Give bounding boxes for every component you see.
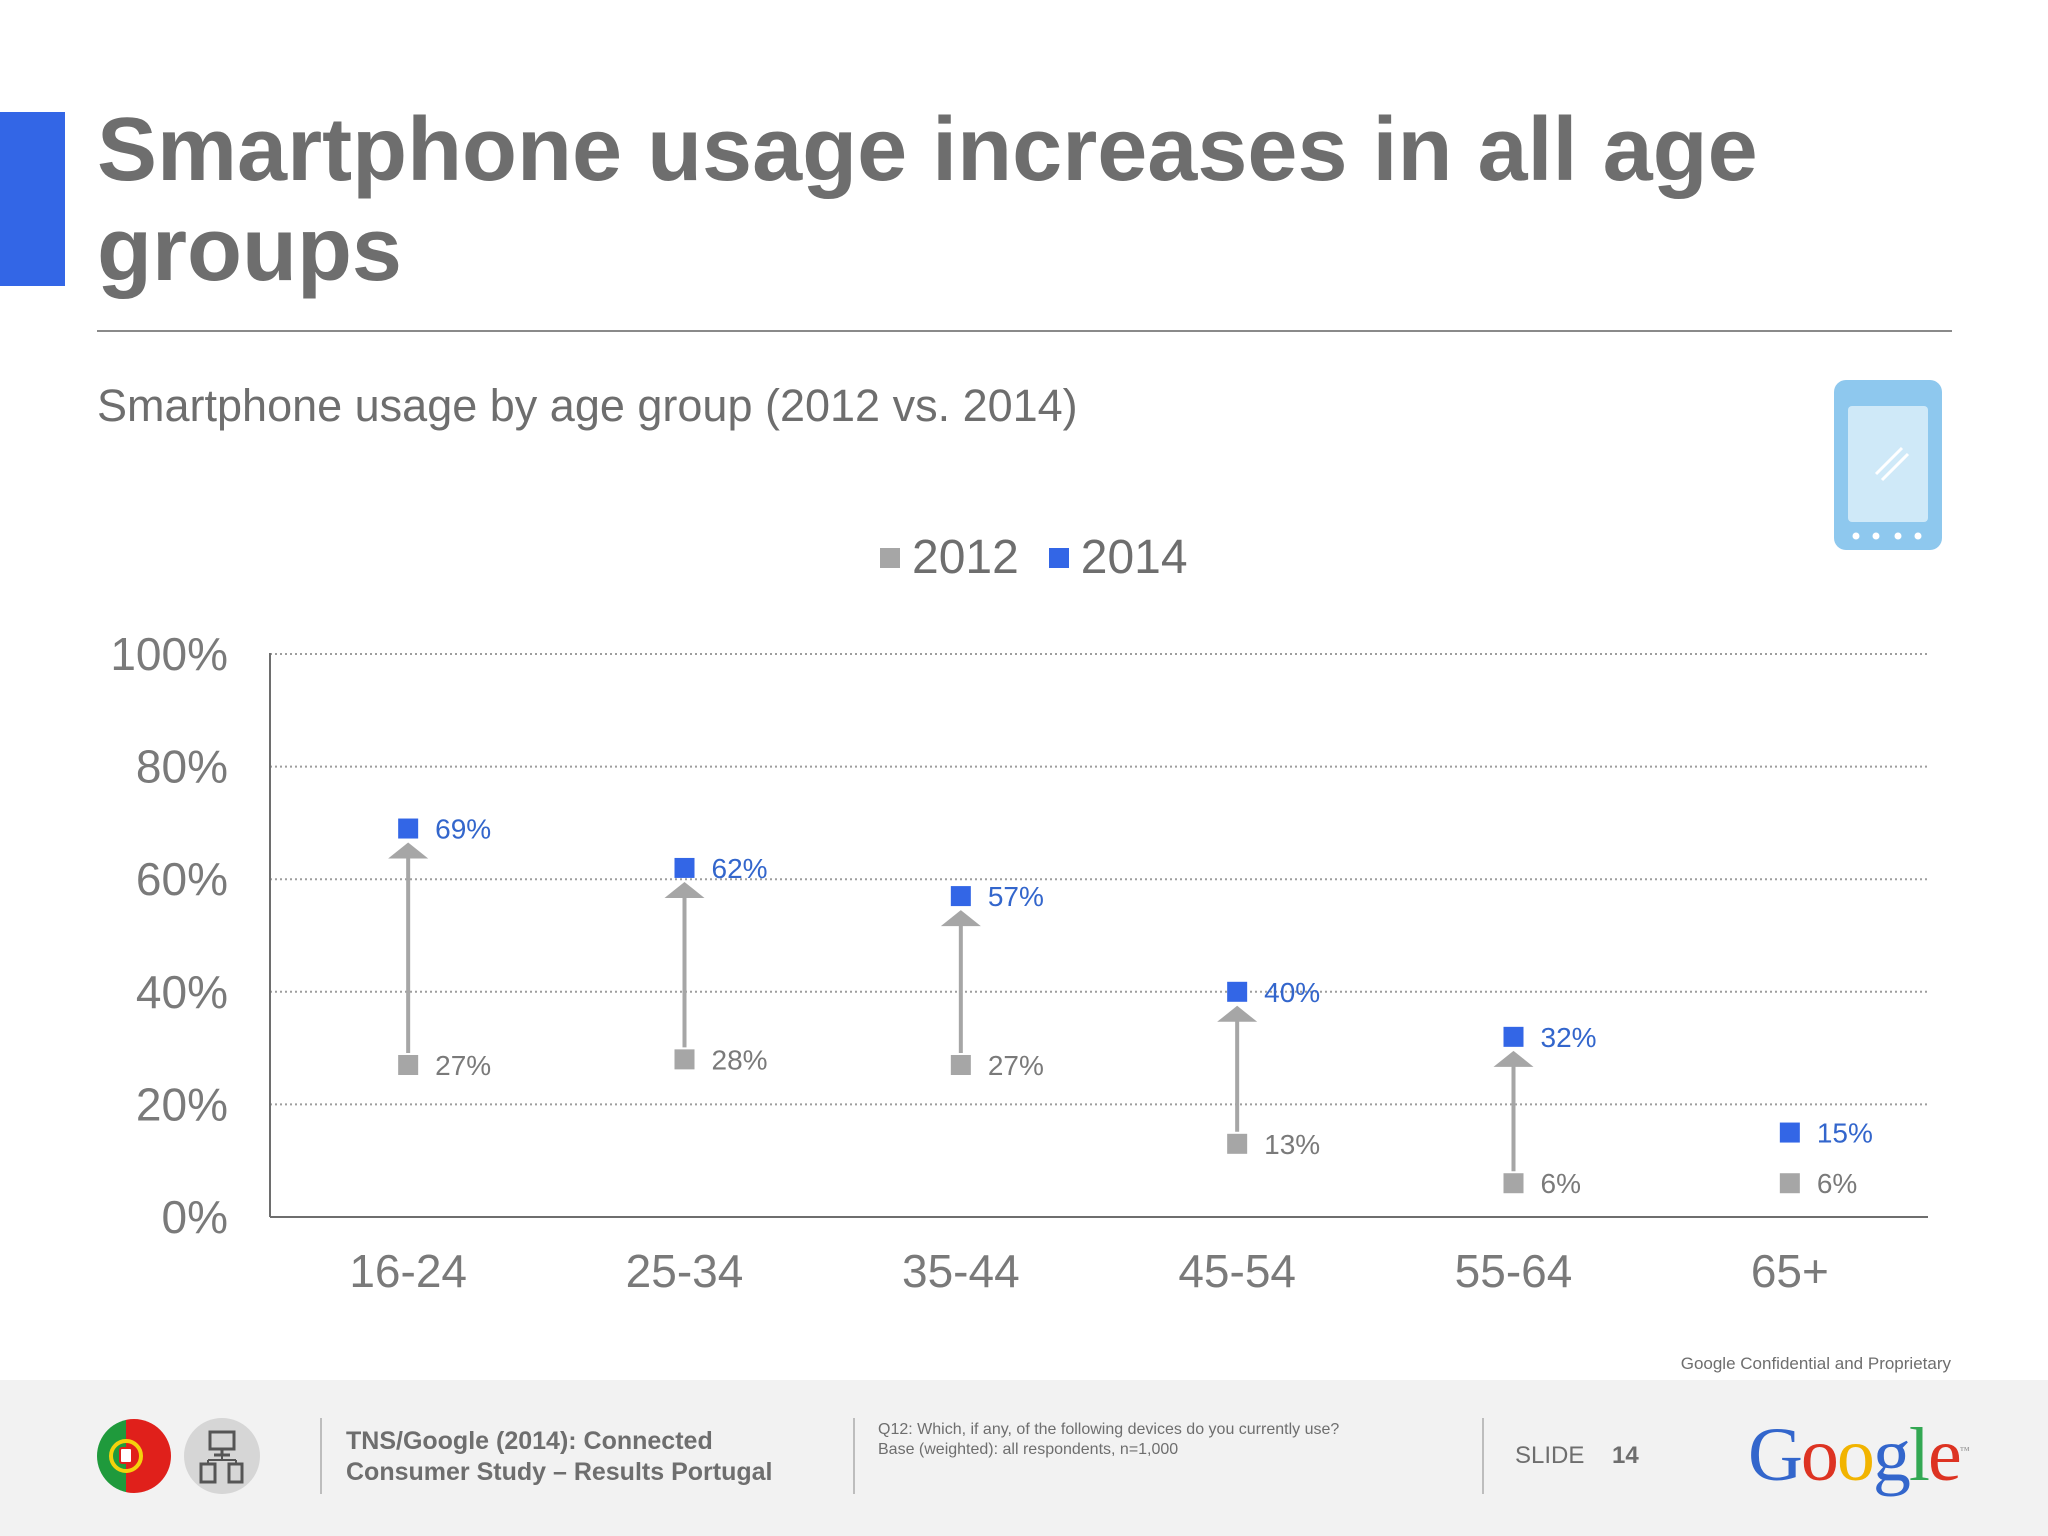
marker-2014 (674, 857, 695, 878)
marker-2014 (1503, 1026, 1524, 1047)
title-divider (97, 330, 1952, 332)
x-tick-label: 65+ (1751, 1245, 1829, 1297)
data-label-2012: 27% (435, 1050, 491, 1081)
marker-2012 (674, 1049, 695, 1070)
data-label-2014: 62% (712, 853, 768, 884)
data-label-2014: 15% (1817, 1118, 1873, 1149)
footer-bar: TNS/Google (2014): Connected Consumer St… (0, 1380, 2048, 1536)
y-tick-label: 60% (136, 853, 228, 905)
survey-question: Q12: Which, if any, of the following dev… (878, 1420, 1458, 1460)
data-label-2012: 13% (1264, 1129, 1320, 1160)
change-arrow-head (664, 881, 705, 898)
marker-2014 (1227, 981, 1248, 1002)
slide-title: Smartphone usage increases in all age gr… (97, 100, 1758, 300)
google-logo: Google™ (1748, 1412, 1970, 1499)
source-line-2: Consumer Study – Results Portugal (346, 1458, 773, 1486)
legend-label-2012: 2012 (912, 531, 1019, 584)
footer-divider-3 (1482, 1418, 1484, 1494)
devices-icon (184, 1418, 260, 1494)
footer-divider-1 (320, 1418, 322, 1494)
y-tick-label: 40% (136, 966, 228, 1018)
x-tick-label: 45-54 (1178, 1245, 1296, 1297)
slide-label: SLIDE (1515, 1442, 1585, 1469)
legend-item-2014: 2014 (1048, 530, 1188, 585)
data-label-2012: 28% (712, 1044, 768, 1075)
marker-2012 (1503, 1173, 1524, 1194)
x-tick-label: 35-44 (902, 1245, 1020, 1297)
data-label-2012: 6% (1541, 1168, 1581, 1199)
data-label-2012: 27% (988, 1050, 1044, 1081)
y-tick-label: 100% (110, 628, 228, 680)
x-tick-label: 55-64 (1455, 1245, 1573, 1297)
y-tick-label: 20% (136, 1078, 228, 1130)
marker-2012 (1779, 1173, 1800, 1194)
marker-2012 (1227, 1133, 1248, 1154)
chart-subtitle: Smartphone usage by age group (2012 vs. … (97, 380, 1078, 431)
question-line-2: Base (weighted): all respondents, n=1,00… (878, 1441, 1179, 1458)
change-arrow-head (1493, 1050, 1534, 1067)
age-group-chart: 0% 20% 40% 60% 80% 100% 16-24 25-34 35-44 45-54 55… (110, 628, 1928, 1297)
data-label-2012: 6% (1817, 1168, 1857, 1199)
logo-trademark: ™ (1959, 1445, 1970, 1457)
logo-letter: o (1836, 1413, 1875, 1497)
logo-letter: l (1908, 1413, 1930, 1497)
slide-number: 14 (1612, 1442, 1639, 1469)
logo-letter: o (1800, 1413, 1839, 1497)
smartphone-icon (1834, 380, 1942, 550)
marker-2012 (398, 1054, 419, 1075)
logo-letter: G (1748, 1413, 1803, 1497)
question-line-1: Q12: Which, if any, of the following dev… (878, 1421, 1340, 1438)
legend-label-2014: 2014 (1080, 531, 1188, 584)
source-citation: TNS/Google (2014): Connected Consumer St… (346, 1426, 816, 1488)
data-label-2014: 57% (988, 881, 1044, 912)
source-line-1: TNS/Google (2014): Connected (346, 1427, 713, 1455)
confidential-notice: Google Confidential and Proprietary (1680, 1354, 1951, 1373)
marker-2012 (950, 1054, 971, 1075)
portugal-flag-icon (97, 1419, 171, 1493)
x-tick-label: 16-24 (349, 1245, 467, 1297)
y-tick-label: 0% (162, 1191, 228, 1243)
data-label-2014: 32% (1541, 1022, 1597, 1053)
logo-letter: g (1872, 1413, 1911, 1497)
marker-2014 (1779, 1122, 1800, 1143)
change-arrow-head (940, 910, 981, 927)
legend-swatch-2012 (880, 547, 900, 568)
x-tick-label: 25-34 (626, 1245, 744, 1297)
data-label-2014: 69% (435, 814, 491, 845)
marker-2014 (398, 818, 419, 839)
change-arrow-head (1217, 1005, 1258, 1022)
change-arrow-head (388, 842, 429, 859)
legend-swatch-2014 (1048, 547, 1069, 568)
legend-item-2012: 2012 (880, 530, 1019, 585)
marker-2014 (950, 886, 971, 907)
footer-divider-2 (853, 1418, 855, 1494)
y-tick-label: 80% (136, 741, 228, 793)
title-accent-bar (0, 112, 65, 286)
data-label-2014: 40% (1264, 977, 1320, 1008)
logo-letter: e (1928, 1413, 1962, 1497)
chart-legend: 2012 2014 (880, 530, 1218, 585)
